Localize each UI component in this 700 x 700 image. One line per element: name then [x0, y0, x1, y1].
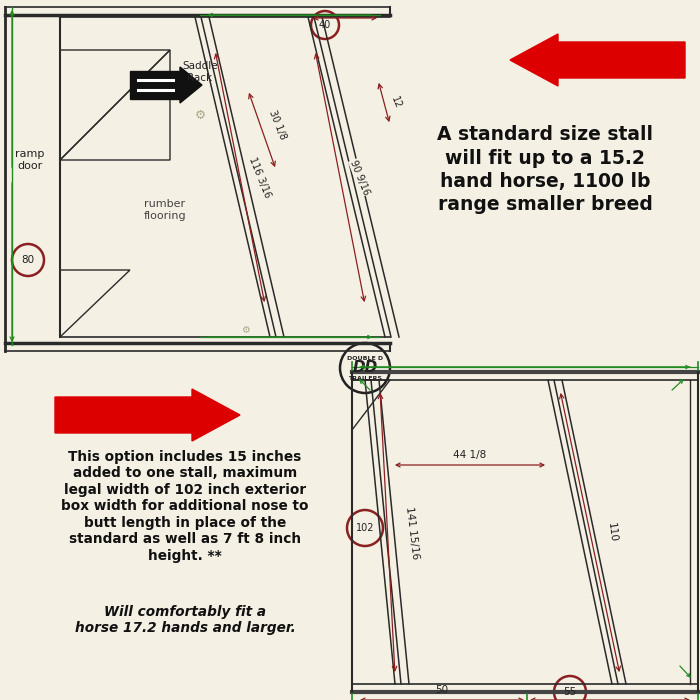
- Text: 80: 80: [22, 255, 34, 265]
- Text: 55: 55: [564, 687, 577, 697]
- Text: 102: 102: [356, 523, 375, 533]
- Text: A standard size stall
will fit up to a 15.2
hand horse, 1100 lb
range smaller br: A standard size stall will fit up to a 1…: [437, 125, 653, 214]
- Polygon shape: [180, 67, 202, 103]
- Text: Will comfortably fit a
horse 17.2 hands and larger.: Will comfortably fit a horse 17.2 hands …: [75, 605, 295, 636]
- Text: DD: DD: [352, 360, 377, 374]
- Bar: [130, 71, 180, 99]
- Text: TRAILERS: TRAILERS: [348, 375, 382, 381]
- Text: ramp
door: ramp door: [15, 149, 45, 171]
- Text: 90 9/16: 90 9/16: [349, 158, 372, 197]
- Text: 40: 40: [319, 20, 331, 30]
- Text: This option includes 15 inches
added to one stall, maximum
legal width of 102 in: This option includes 15 inches added to …: [62, 450, 309, 563]
- Text: 50: 50: [435, 685, 449, 695]
- Text: 12: 12: [389, 95, 403, 110]
- FancyArrow shape: [510, 34, 685, 86]
- Text: 110: 110: [606, 522, 618, 543]
- Text: ⚙: ⚙: [195, 108, 206, 122]
- FancyArrow shape: [55, 389, 240, 441]
- Text: DOUBLE D: DOUBLE D: [347, 356, 383, 360]
- Text: 141 15/16: 141 15/16: [405, 505, 421, 559]
- Text: 30 1/8: 30 1/8: [267, 108, 288, 141]
- Text: 116 3/16: 116 3/16: [247, 155, 273, 200]
- Text: ⚙: ⚙: [241, 325, 249, 335]
- Text: rumber
flooring: rumber flooring: [144, 199, 186, 220]
- Text: 44 1/8: 44 1/8: [454, 450, 486, 460]
- Text: Saddle
Rack: Saddle Rack: [182, 61, 218, 83]
